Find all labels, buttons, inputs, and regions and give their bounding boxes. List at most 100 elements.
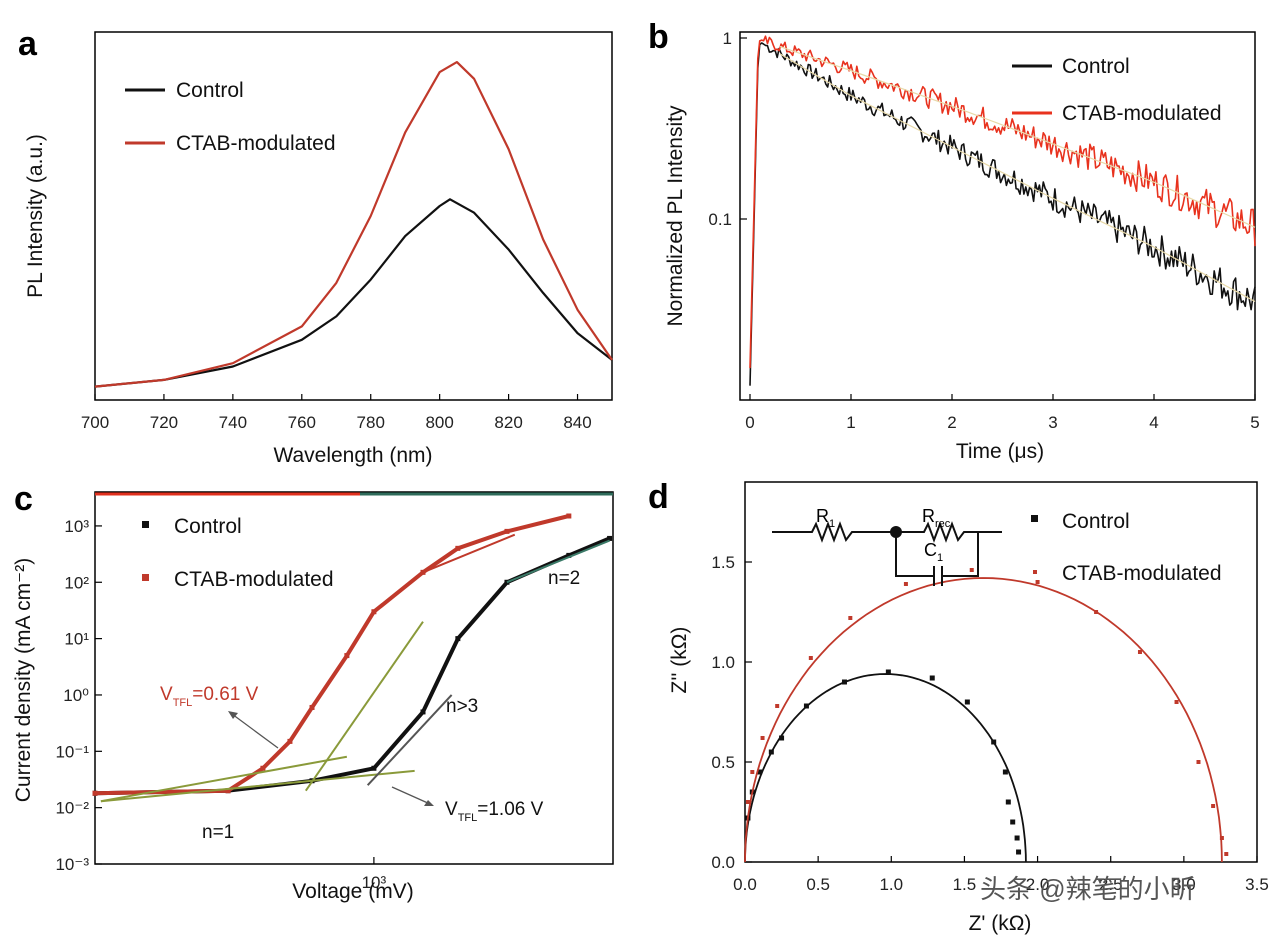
panel-d-ylabel: Z'' (kΩ)	[668, 627, 691, 694]
panel-a-ticks: 700 720 740 760 780 800 820 840	[81, 394, 592, 432]
panel-b-xtick-label: 5	[1250, 413, 1259, 432]
panel-d-point-control	[779, 735, 785, 741]
panel-d-point-ctab	[1196, 760, 1201, 764]
panel-letter-b: b	[648, 18, 669, 56]
panel-d-point-control	[1002, 769, 1008, 775]
panel-d-point-control	[929, 675, 935, 681]
panel-c-vtfl1-sub: TFL	[173, 697, 193, 709]
circuit-rrec	[896, 521, 1002, 543]
panel-a-xtick-label: 780	[357, 413, 385, 432]
panel-d-point-control	[1016, 849, 1022, 855]
panel-b-xtick-label: 0	[745, 413, 754, 432]
panel-c-fit-line	[100, 769, 415, 803]
panel-b-xtick-label: 2	[947, 413, 956, 432]
panel-c-vtfl2-arrow	[391, 786, 431, 805]
panel-d-xtick-label: 2.5	[1099, 875, 1123, 894]
panel-c-xtick-label: 10³	[362, 873, 387, 892]
panel-c-ylabel: Current density (mA cm⁻²)	[12, 558, 35, 802]
panel-d-point-control	[1005, 799, 1011, 805]
panel-c-fit-line	[304, 621, 424, 792]
panel-a-xtick-label: 840	[563, 413, 591, 432]
panel-c-ytick-label: 10⁰	[63, 686, 89, 705]
panel-c-legend-swatch-control	[142, 521, 149, 528]
panel-d-point-ctab	[750, 770, 755, 774]
watermark: 头条 @辣笔的小昕	[980, 874, 1196, 904]
panel-d-point-control	[757, 769, 763, 775]
panel-d-xtick-label: 3.0	[1172, 875, 1196, 894]
panel-d-point-control	[841, 679, 847, 685]
panel-c-point-control	[371, 765, 377, 771]
circuit-r1-letter: R	[816, 506, 829, 526]
panel-c-vtfl2-sub: TFL	[458, 812, 478, 824]
panel-c-legend-ctab: CTAB-modulated	[174, 568, 334, 591]
panel-c-point-control	[566, 552, 572, 558]
panel-b-ylabel: Normalized PL Intensity	[664, 105, 687, 326]
panel-b-fit-control	[779, 53, 1256, 303]
panel-d-point-control	[1010, 819, 1016, 825]
panel-a-frame	[94, 31, 613, 401]
panel-c-point-control	[420, 709, 426, 715]
panel-d-point-ctab	[1224, 852, 1229, 856]
panel-c-vtfl1-v: V	[160, 684, 173, 705]
panel-a-xlabel: Wavelength (nm)	[273, 444, 432, 467]
panel-d-point-ctab	[1035, 580, 1040, 584]
panel-c-vtfl2: VTFL=1.06 V	[445, 799, 544, 824]
panel-c-ytick-label: 10⁻³	[55, 855, 89, 874]
panel-d-point-ctab	[760, 736, 765, 740]
circuit-c1-letter: C	[924, 540, 937, 560]
panel-d-point-ctab	[848, 616, 853, 620]
panel-c-vtfl2-arrowhead	[424, 800, 434, 806]
panel-d-xtick-label: 0.0	[733, 875, 757, 894]
panel-d-point-ctab	[775, 704, 780, 708]
panel-c-point-control	[607, 535, 613, 541]
panel-d-fit-control	[744, 673, 1027, 863]
panel-a-legend-ctab: CTAB-modulated	[176, 132, 336, 155]
panel-a-ylabel: PL Intensity (a.u.)	[24, 134, 47, 298]
panel-a-xtick-label: 720	[150, 413, 178, 432]
panel-c-fit-line	[506, 539, 610, 584]
panel-c-point-ctab	[260, 765, 266, 771]
panel-c-point-ctab	[287, 738, 293, 744]
panel-c-frame	[94, 491, 614, 865]
panel-d-ytick-label: 0.5	[711, 753, 735, 772]
panel-d-ytick-label: 1.5	[711, 553, 735, 572]
panel-d-point-control	[991, 739, 997, 745]
panel-c-point-ctab	[92, 790, 98, 796]
panel-d-point-ctab	[808, 656, 813, 660]
panel-c-fit-line	[100, 755, 348, 803]
panel-d-point-ctab	[1137, 650, 1142, 654]
panel-d-point-ctab	[1219, 836, 1224, 840]
panel-c-legend-swatch-ctab	[142, 574, 149, 581]
panel-b-series	[749, 35, 1256, 386]
panel-c-ytick-label: 10¹	[64, 630, 89, 649]
panel-b-xlabel: Time (μs)	[956, 440, 1044, 463]
panel-a-xtick-label: 760	[288, 413, 316, 432]
panel-d-point-control	[803, 703, 809, 709]
panel-b-xtick-label: 4	[1149, 413, 1158, 432]
panel-c-ytick-label: 10³	[64, 517, 89, 536]
panel-letter-a: a	[18, 25, 38, 63]
panel-d-legend-control: Control	[1062, 510, 1130, 533]
panel-d-point-ctab	[969, 568, 974, 572]
circuit-c1-label: C1	[924, 540, 943, 564]
panel-b-xtick-label: 3	[1048, 413, 1057, 432]
panel-c-xlabel: Voltage (mV)	[292, 880, 413, 903]
circuit-r1	[772, 521, 896, 543]
panel-c-point-ctab	[344, 653, 350, 659]
panel-c-n1: n=1	[202, 822, 234, 843]
panel-d-xtick-label: 3.5	[1245, 875, 1269, 894]
panel-letter-d: d	[648, 478, 669, 516]
panel-b-ytick-label: 0.1	[708, 210, 732, 229]
panel-d-point-control	[1014, 835, 1020, 841]
panel-c-vtfl1: VTFL=0.61 V	[160, 684, 259, 709]
panel-c-ytick-label: 10⁻²	[55, 799, 89, 818]
panel-c-series	[92, 513, 613, 803]
panel-c-point-ctab	[504, 528, 510, 534]
panel-b-ytick-label: 1	[723, 29, 732, 48]
panel-d-point-control	[964, 699, 970, 705]
panel-c-legend-control: Control	[174, 515, 242, 538]
panel-d-point-ctab	[1094, 610, 1099, 614]
panel-c-series-control	[93, 536, 612, 796]
panel-c-point-ctab	[371, 609, 377, 615]
equivalent-circuit: R1 Rrec C1	[772, 506, 1002, 586]
